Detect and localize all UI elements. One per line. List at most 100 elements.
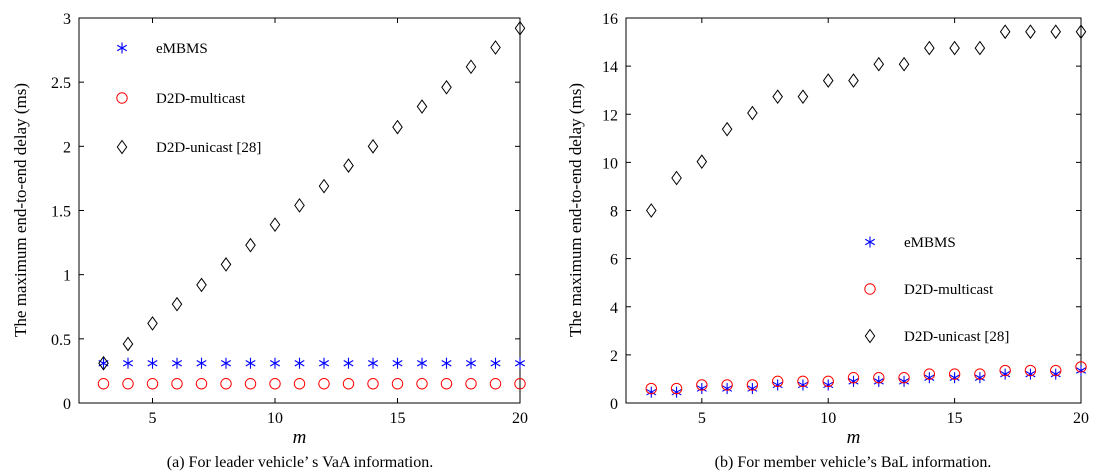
data-point	[797, 379, 808, 391]
data-point	[147, 316, 158, 331]
data-point	[923, 368, 936, 380]
data-point	[873, 56, 885, 72]
data-point	[245, 237, 256, 253]
x-axis-label: m	[293, 427, 307, 448]
data-point	[122, 378, 134, 390]
panel-a: 5 10 15 20 0 0.5 1 1.5 2 2.5 3 m The maximum end-to-…	[11, 11, 528, 471]
data-point	[343, 158, 354, 173]
y-tick-label: 1.5	[51, 204, 71, 221]
data-point	[392, 357, 403, 369]
data-point	[367, 138, 379, 154]
data-point	[924, 372, 935, 384]
x-tick-label: 15	[947, 410, 963, 427]
data-point	[440, 378, 453, 390]
data-point	[122, 336, 134, 352]
data-point	[514, 20, 526, 36]
data-point	[1075, 24, 1087, 40]
data-point	[898, 372, 910, 384]
data-point	[269, 378, 281, 390]
data-point	[98, 357, 109, 369]
data-point	[746, 379, 759, 391]
data-point	[98, 355, 109, 371]
data-point	[722, 383, 733, 395]
data-point	[465, 59, 477, 75]
y-tick-label: 2	[610, 348, 618, 365]
data-point	[489, 378, 502, 390]
data-point	[441, 79, 452, 95]
data-point	[171, 378, 183, 390]
x-tick-label: 10	[820, 410, 836, 427]
y-axis-label: The maximum end-to-end delay (ms)	[566, 83, 585, 337]
data-point	[318, 178, 330, 194]
y-tick-label: 1	[63, 268, 71, 285]
data-point	[416, 99, 428, 114]
data-point	[146, 378, 159, 390]
data-point	[220, 257, 232, 272]
data-point	[696, 154, 708, 170]
data-point	[772, 89, 783, 105]
data-point	[899, 375, 910, 387]
data-point	[465, 357, 477, 369]
data-point	[244, 378, 257, 390]
data-point	[1050, 368, 1061, 380]
data-point	[220, 378, 232, 390]
series-circle	[645, 361, 1087, 395]
data-point	[1050, 24, 1062, 40]
data-point	[671, 170, 682, 186]
data-point	[269, 217, 281, 232]
legend-marker	[864, 328, 876, 344]
x-axis-label: m	[847, 427, 861, 448]
data-point	[747, 383, 758, 395]
y-tick-label: 0	[610, 396, 618, 413]
data-point	[343, 357, 354, 369]
data-point	[441, 357, 452, 369]
data-point	[671, 386, 682, 398]
x-tick-label: 10	[267, 410, 283, 427]
data-point	[696, 379, 708, 391]
plot-frame	[625, 17, 1082, 404]
data-point	[721, 121, 733, 137]
data-point	[645, 382, 657, 395]
data-point	[948, 368, 961, 380]
data-point	[122, 357, 134, 369]
series-circle	[97, 378, 526, 390]
data-point	[294, 198, 305, 213]
y-tick-label: 10	[602, 155, 618, 172]
legend-marker	[864, 283, 876, 295]
data-point	[294, 357, 305, 369]
legend-marker	[116, 42, 128, 54]
data-point	[367, 357, 379, 369]
x-tick-label: 15	[390, 410, 406, 427]
data-point	[974, 368, 986, 380]
data-point	[847, 372, 860, 384]
data-point	[1075, 365, 1087, 377]
plot-frame	[78, 17, 521, 404]
panel-b: 5 10 15 20 0 2 4 6 8 10 12 14 16 m The maximum end-to-…	[566, 11, 1089, 471]
legend-marker	[116, 92, 128, 104]
data-point	[514, 378, 526, 390]
y-axis-label: The maximum end-to-end delay (ms)	[11, 83, 30, 337]
data-point	[797, 375, 809, 388]
y-tick-label: 3	[63, 11, 71, 28]
data-point	[196, 357, 207, 369]
data-point	[974, 40, 986, 56]
legend-label: eMBMS	[156, 41, 208, 57]
data-point	[416, 357, 428, 369]
series-asterisk	[646, 365, 1087, 398]
data-point	[873, 375, 884, 387]
y-tick-label: 6	[610, 252, 618, 269]
data-point	[490, 357, 501, 369]
figure-caption: (a) For leader vehicle’ s VaA informatio…	[167, 454, 433, 471]
y-tick-label: 4	[610, 300, 618, 317]
data-point	[797, 89, 809, 105]
data-point	[1025, 368, 1036, 380]
data-point	[416, 378, 428, 390]
data-point	[670, 382, 683, 395]
series-diamond	[98, 20, 526, 371]
y-tick-label: 8	[610, 204, 618, 221]
data-point	[1025, 24, 1036, 40]
data-point	[696, 383, 707, 395]
data-point	[392, 119, 403, 135]
legend-label: D2D-multicast	[904, 282, 994, 298]
